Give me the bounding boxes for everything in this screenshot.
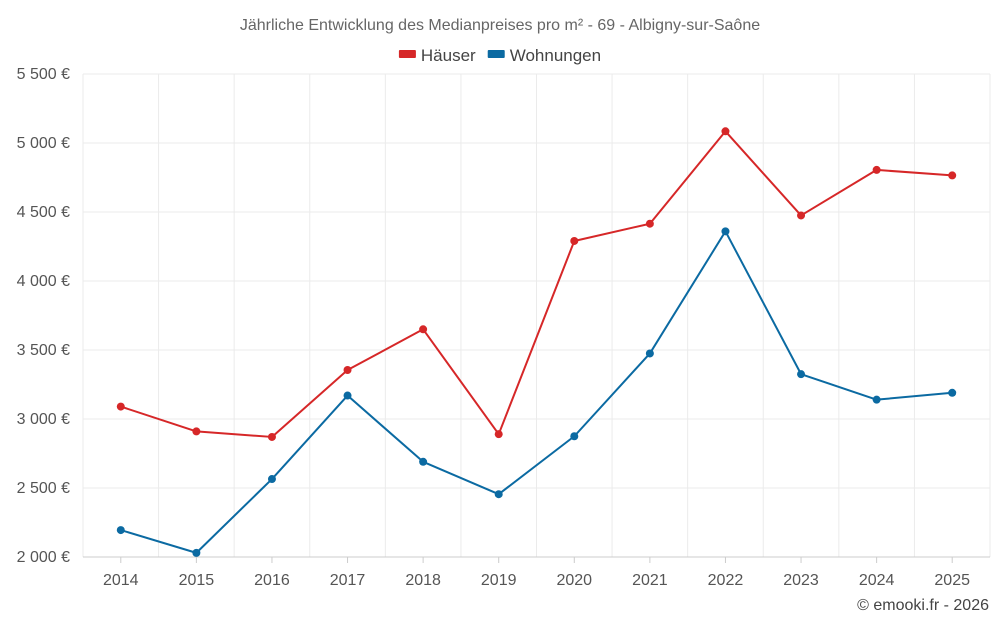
gridlines [82, 73, 991, 558]
data-point[interactable] [419, 325, 428, 334]
series-line [120, 230, 953, 554]
legend-label: Häuser [421, 46, 476, 65]
x-tick-label: 2024 [859, 572, 895, 589]
x-tick-label: 2018 [405, 572, 441, 589]
data-point[interactable] [645, 219, 654, 228]
x-tick-label: 2019 [481, 572, 517, 589]
x-tick-label: 2022 [708, 572, 744, 589]
data-point[interactable] [797, 211, 806, 220]
legend-item[interactable]: Häuser [398, 46, 476, 65]
x-tick-label: 2020 [556, 572, 592, 589]
y-tick-label: 2 000 € [17, 549, 70, 566]
data-point[interactable] [570, 432, 579, 441]
data-point[interactable] [494, 430, 503, 439]
data-point[interactable] [116, 402, 125, 411]
data-point[interactable] [570, 236, 579, 245]
x-tick-label: 2016 [254, 572, 290, 589]
chart-title: Jährliche Entwicklung des Medianpreises … [240, 17, 760, 34]
y-tick-label: 3 500 € [17, 342, 70, 359]
x-axis: 2014 2015 2016 2017 2018 2019 2020 2021 2022 2023… [103, 557, 970, 589]
legend-swatch [487, 50, 505, 58]
x-tick-label: 2014 [103, 572, 139, 589]
y-tick-label: 4 500 € [17, 204, 70, 221]
data-point[interactable] [267, 432, 276, 441]
y-tick-label: 4 000 € [17, 273, 70, 290]
data-point[interactable] [419, 457, 428, 466]
data-point[interactable] [192, 548, 201, 557]
legend-label: Wohnungen [510, 46, 601, 65]
data-point[interactable] [721, 227, 730, 236]
x-tick-label: 2015 [179, 572, 215, 589]
data-point[interactable] [645, 349, 654, 358]
data-point[interactable] [343, 366, 352, 375]
x-tick-label: 2017 [330, 572, 366, 589]
data-point[interactable] [116, 526, 125, 535]
y-axis: 2 000 € 2 500 € 3 000 € 3 500 € 4 000 € 4 500… [17, 66, 70, 566]
data-point[interactable] [192, 427, 201, 436]
x-tick-label: 2023 [783, 572, 819, 589]
data-point[interactable] [948, 388, 957, 397]
series-wohnungen [116, 227, 957, 557]
legend-swatch [398, 50, 416, 58]
series-layer [116, 127, 957, 557]
x-tick-label: 2021 [632, 572, 668, 589]
series-line [120, 130, 953, 438]
data-point[interactable] [797, 370, 806, 379]
data-point[interactable] [494, 490, 503, 499]
credit-text: © emooki.fr - 2026 [857, 597, 989, 614]
legend: Häuser Wohnungen [398, 46, 601, 65]
legend-item[interactable]: Wohnungen [487, 46, 601, 65]
data-point[interactable] [267, 475, 276, 484]
y-tick-label: 5 500 € [17, 66, 70, 83]
data-point[interactable] [721, 127, 730, 136]
data-point[interactable] [872, 395, 881, 404]
series-häuser [116, 127, 957, 441]
y-tick-label: 2 500 € [17, 480, 70, 497]
y-tick-label: 3 000 € [17, 411, 70, 428]
x-tick-label: 2025 [934, 572, 970, 589]
y-tick-label: 5 000 € [17, 135, 70, 152]
data-point[interactable] [948, 171, 957, 180]
data-point[interactable] [872, 165, 881, 174]
data-point[interactable] [343, 391, 352, 400]
